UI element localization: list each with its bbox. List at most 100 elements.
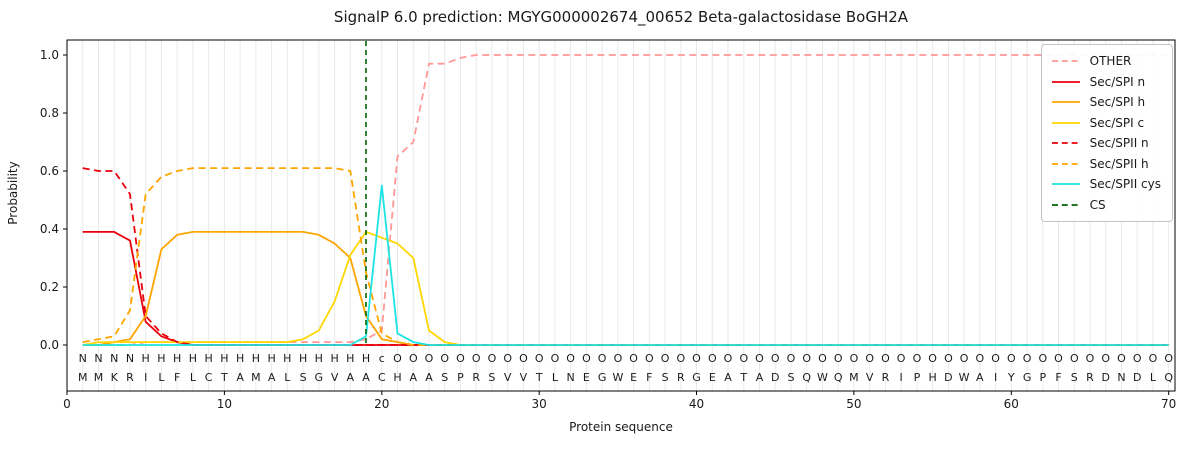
sequence-letter: D: [771, 371, 779, 384]
annotation-letter: H: [330, 352, 338, 365]
letters-layer: NMNMNKNRHIHLHFHLHCHTHAHMHAHLHSHGHVHAHAcC…: [78, 352, 1173, 384]
sequence-letter: M: [78, 371, 88, 384]
legend-line-sample: [1051, 162, 1080, 165]
sequence-letter: L: [190, 371, 197, 384]
sequence-letter: G: [315, 371, 324, 384]
sequence-letter: M: [94, 371, 104, 384]
legend-line-sample: [1051, 142, 1080, 145]
legend-line-sample: [1051, 60, 1080, 63]
annotation-letter: H: [173, 352, 181, 365]
sequence-letter: A: [236, 371, 244, 384]
sequence-letter: L: [1150, 371, 1157, 384]
sequence-letter: P: [914, 371, 921, 384]
sequence-letter: R: [126, 371, 134, 384]
y-tick-label: 0.4: [40, 222, 59, 236]
annotation-letter: O: [629, 352, 638, 365]
legend-item: Sec/SPII cys: [1051, 175, 1161, 194]
y-tick-label: 0.8: [40, 106, 59, 120]
legend-item: Sec/SPI c: [1051, 114, 1161, 133]
annotation-letter: O: [1086, 352, 1095, 365]
x-tick-label: 40: [689, 397, 704, 411]
annotation-letter: H: [189, 352, 197, 365]
sequence-letter: S: [788, 371, 795, 384]
annotation-letter: O: [850, 352, 859, 365]
annotation-letter: H: [252, 352, 260, 365]
sequence-letter: S: [662, 371, 669, 384]
annotation-letter: N: [79, 352, 87, 365]
sequence-letter: W: [959, 371, 970, 384]
sequence-letter: E: [583, 371, 590, 384]
sequence-letter: A: [410, 371, 418, 384]
annotation-letter: c: [379, 352, 385, 365]
y-tick-label: 0.6: [40, 164, 59, 178]
sequence-letter: S: [300, 371, 307, 384]
annotation-letter: O: [708, 352, 717, 365]
sequence-letter: R: [472, 371, 480, 384]
annotation-letter: N: [110, 352, 118, 365]
sequence-letter: H: [928, 371, 936, 384]
annotation-letter: O: [425, 352, 434, 365]
legend-item: Sec/SPII h: [1051, 155, 1161, 174]
series-line-sec-spii-n: [82, 167, 1169, 346]
chart-title: SignalP 6.0 prediction: MGYG000002674_00…: [334, 8, 909, 27]
sequence-letter: K: [111, 371, 119, 384]
annotation-letter: O: [944, 352, 953, 365]
x-tick-label: 60: [1004, 397, 1019, 411]
series-line-sec-spii-h: [82, 167, 1169, 346]
gridlines-layer: [82, 40, 1170, 391]
annotation-letter: H: [157, 352, 165, 365]
series-layer: [82, 41, 1169, 346]
sequence-letter: A: [347, 371, 355, 384]
annotation-letter: O: [645, 352, 654, 365]
sequence-letter: A: [362, 371, 370, 384]
sequence-letter: M: [849, 371, 859, 384]
annotation-letter: H: [236, 352, 244, 365]
x-axis-label: Protein sequence: [569, 420, 673, 434]
annotation-letter: O: [519, 352, 528, 365]
legend-line-sample: [1051, 121, 1080, 124]
annotation-letter: O: [1117, 352, 1126, 365]
sequence-letter: I: [994, 371, 997, 384]
legend-label: Sec/SPII n: [1089, 136, 1149, 151]
legend-line-sample: [1051, 183, 1080, 186]
sequence-letter: M: [251, 371, 261, 384]
legend-label: CS: [1089, 197, 1106, 212]
annotation-letter: O: [456, 352, 465, 365]
annotation-letter: H: [220, 352, 228, 365]
x-tick-label: 30: [532, 397, 547, 411]
annotation-letter: O: [1038, 352, 1047, 365]
axes-layer: 0 10 20 30 40 50 60 70 0.0 0.2 0.4 0.6 0.8 1.0: [40, 48, 1176, 411]
sequence-letter: F: [1055, 371, 1061, 384]
sequence-letter: N: [566, 371, 574, 384]
y-tick-label: 0.0: [40, 338, 59, 352]
legend-line-sample: [1051, 80, 1080, 83]
sequence-letter: I: [899, 371, 902, 384]
sequence-letter: A: [976, 371, 984, 384]
legend-label: Sec/SPII cys: [1089, 177, 1161, 192]
sequence-letter: T: [739, 371, 747, 384]
annotation-letter: O: [928, 352, 937, 365]
annotation-letter: O: [897, 352, 906, 365]
sequence-letter: Q: [1164, 371, 1173, 384]
legend-item: Sec/SPII n: [1051, 134, 1161, 153]
sequence-letter: Q: [834, 371, 843, 384]
sequence-letter: F: [646, 371, 652, 384]
annotation-letter: O: [661, 352, 670, 365]
annotation-letter: H: [315, 352, 323, 365]
series-line-sec-spi-n: [82, 230, 1169, 346]
annotation-letter: O: [975, 352, 984, 365]
legend-label: Sec/SPI c: [1089, 115, 1145, 130]
annotation-letter: O: [598, 352, 607, 365]
annotation-letter: O: [818, 352, 827, 365]
sequence-letter: P: [1039, 371, 1046, 384]
sequence-letter: D: [1133, 371, 1141, 384]
plot-border: [66, 39, 1176, 392]
x-tick-label: 0: [63, 397, 71, 411]
sequence-letter: P: [457, 371, 464, 384]
x-tick-label: 20: [374, 397, 389, 411]
annotation-letter: H: [267, 352, 275, 365]
series-line-sec-spi-c: [82, 230, 1169, 346]
legend-line-sample: [1051, 203, 1080, 206]
annotation-letter: O: [991, 352, 1000, 365]
